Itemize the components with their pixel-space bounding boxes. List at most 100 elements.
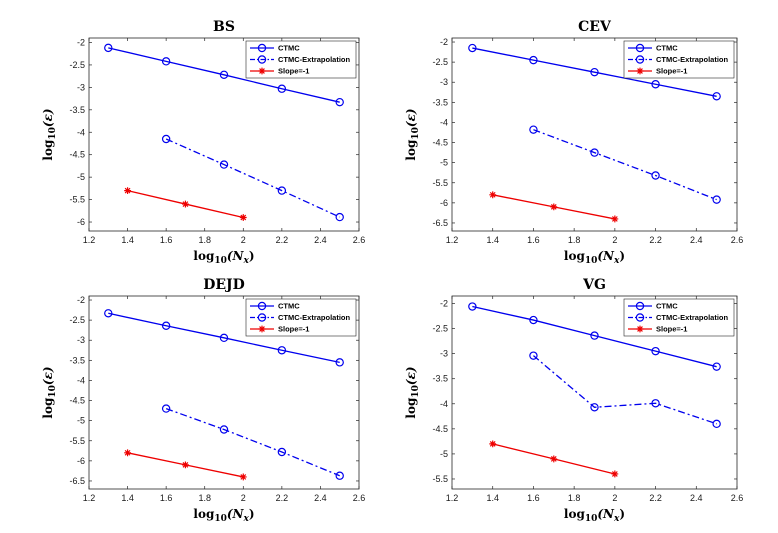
series-line: [165, 138, 340, 218]
y-tick-label: -4.5: [69, 150, 85, 160]
y-tick-label: -2.5: [432, 324, 448, 334]
x-axis-label-arg: (N: [597, 507, 615, 521]
x-tick-label: 2.2: [276, 493, 289, 503]
y-tick-label: -6: [77, 217, 85, 227]
x-axis-label-argsub: x: [613, 514, 620, 524]
data-point: [335, 471, 344, 480]
data-point: [335, 97, 344, 107]
data-point: [182, 461, 189, 469]
legend-marker: [257, 301, 267, 311]
y-tick-label: -4.5: [432, 424, 448, 434]
x-tick-label: 1.4: [486, 493, 499, 503]
series-slope-1: [124, 187, 247, 221]
y-tick-label: -4: [440, 117, 448, 127]
x-axis-label-close: ): [249, 507, 255, 521]
data-point: [529, 351, 538, 360]
series-line: [533, 129, 717, 201]
y-axis-label-base: log: [41, 397, 55, 419]
y-tick-label: -4.5: [69, 396, 85, 406]
panel-dejd: 1.2 1.4 1.6 1.8 2 2.2 2.4 2.6 -2 -2.5 -3 -3.5 -4 -4.5…: [41, 277, 365, 524]
legend-label: Slope=-1: [656, 67, 687, 76]
x-axis-label-argsub: x: [613, 256, 620, 266]
x-tick-label: 2: [612, 235, 617, 245]
x-tick-label: 1.2: [446, 235, 459, 245]
x-axis-label: log10(Nx): [193, 249, 254, 266]
x-tick-label: 1.8: [568, 235, 581, 245]
y-tick-label: -6: [440, 198, 448, 208]
x-axis-label-base: log: [564, 249, 586, 263]
legend-label: Slope=-1: [278, 67, 309, 76]
legend: CTMC CTMC-Extrapolation Slope=-1: [245, 40, 357, 79]
data-point: [124, 449, 131, 457]
y-tick-label: -5.5: [432, 178, 448, 188]
data-point: [590, 403, 599, 412]
x-tick-label: 1.8: [568, 493, 581, 503]
x-axis-label-sub: 10: [585, 256, 598, 266]
data-point: [550, 455, 558, 463]
data-point: [104, 309, 113, 318]
data-point: [161, 134, 171, 144]
x-tick-label: 2: [612, 493, 617, 503]
data-point: [277, 346, 287, 355]
x-tick-label: 2.4: [690, 235, 703, 245]
legend: CTMC CTMC-Extrapolation Slope=-1: [623, 40, 735, 79]
y-axis-label-arg: (ε): [404, 366, 418, 385]
data-point: [590, 331, 599, 340]
y-axis-label-sub: 10: [411, 127, 421, 140]
series-line: [108, 47, 340, 103]
series-slope-1: [124, 449, 247, 481]
y-tick-label: -2: [440, 37, 448, 47]
legend-marker: [258, 67, 266, 75]
x-tick-label: 1.6: [527, 235, 540, 245]
data-point: [277, 84, 287, 93]
legend-marker: [258, 325, 266, 333]
series-ctmc: [104, 43, 344, 107]
x-tick-label: 2: [241, 493, 246, 503]
x-axis-label-sub: 10: [214, 256, 227, 266]
y-tick-label: -5: [77, 416, 85, 426]
data-point: [219, 333, 229, 343]
y-tick-label: -3.5: [432, 97, 448, 107]
y-axis-label-base: log: [404, 139, 418, 161]
y-tick-label: -4: [440, 399, 448, 409]
x-tick-label: 1.6: [160, 235, 173, 245]
data-point: [529, 125, 538, 134]
x-tick-label: 1.8: [198, 235, 211, 245]
series-line: [533, 355, 717, 425]
y-tick-label: -3: [77, 335, 85, 345]
chart-title: BS: [213, 19, 235, 35]
x-tick-label: 2.4: [314, 235, 327, 245]
x-tick-label: 1.2: [446, 493, 459, 503]
legend-label: CTMC: [656, 44, 678, 53]
legend-marker: [635, 43, 645, 53]
x-tick-label: 1.4: [486, 235, 499, 245]
data-point: [651, 171, 660, 180]
x-tick-label: 1.4: [121, 493, 134, 503]
x-tick-label: 1.2: [83, 235, 96, 245]
x-tick-label: 1.6: [527, 493, 540, 503]
y-tick-label: -2: [77, 37, 85, 47]
x-axis-label: log10(Nx): [564, 507, 625, 524]
data-point: [335, 212, 344, 222]
data-point: [219, 425, 229, 434]
y-tick-label: -3: [440, 349, 448, 359]
x-tick-label: 2.6: [731, 235, 744, 245]
y-tick-label: -3.5: [432, 374, 448, 384]
data-point: [182, 200, 189, 208]
legend-marker: [636, 67, 644, 75]
x-axis-label-arg: (N: [227, 249, 245, 263]
x-tick-label: 1.2: [83, 493, 96, 503]
data-point: [219, 70, 229, 80]
legend-label: CTMC-Extrapolation: [278, 55, 351, 64]
series-ctmc-extrapolation: [529, 351, 721, 429]
x-axis-label-base: log: [193, 507, 215, 521]
x-axis-label-argsub: x: [243, 514, 250, 524]
series-slope-1: [489, 191, 619, 223]
data-point: [104, 43, 113, 53]
data-point: [550, 203, 558, 211]
data-point: [489, 191, 497, 199]
y-axis-label: log10(ε): [41, 108, 58, 160]
data-point: [651, 346, 660, 356]
y-axis-label-sub: 10: [48, 127, 58, 140]
legend-label: Slope=-1: [278, 325, 309, 334]
